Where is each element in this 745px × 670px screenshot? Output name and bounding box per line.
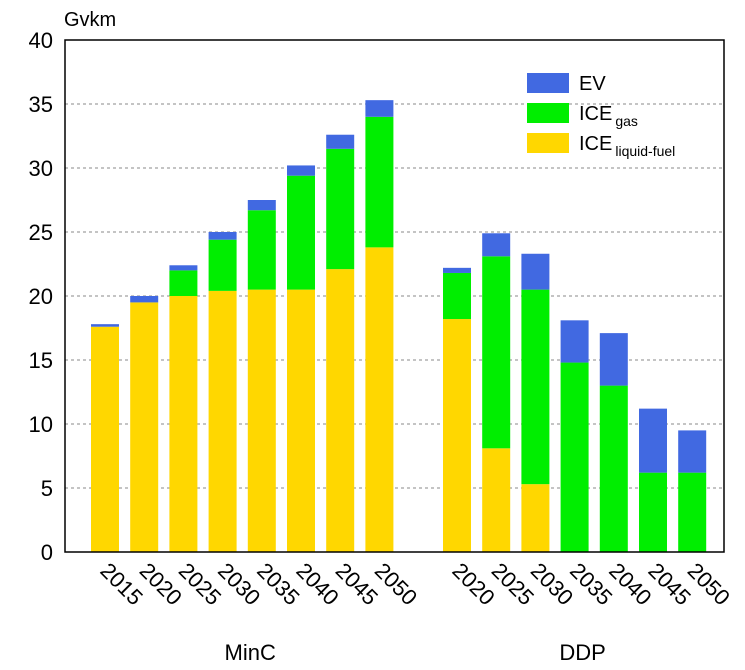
- x-tick-label: 2045: [331, 558, 383, 610]
- bar-minc-2020-ev: [130, 296, 159, 303]
- y-tick-label: 0: [41, 540, 53, 565]
- y-tick-label: 5: [41, 476, 53, 501]
- bar-ddp-2020-ice-gas: [443, 272, 471, 320]
- bar-minc-2040-ev: [287, 165, 315, 176]
- x-tick-label: 2035: [252, 558, 304, 610]
- bar-minc-2020-ice-liquid: [130, 302, 159, 552]
- y-tick-label: 15: [29, 348, 53, 373]
- plot-frame: [64, 39, 725, 553]
- bar-minc-2030-ev: [208, 232, 237, 240]
- bar-ddp-2025-ev: [482, 233, 511, 257]
- y-tick-label: 20: [29, 284, 53, 309]
- legend-swatch-ice-gas: [527, 103, 569, 123]
- x-tick-label: 2040: [604, 558, 656, 610]
- bar-ddp-2040-ev: [599, 333, 628, 386]
- bar-minc-2035-ice-liquid: [247, 289, 276, 552]
- bar-ddp-2030-ice-liquid: [521, 484, 550, 552]
- legend-label-main: ICE: [579, 133, 612, 155]
- bar-minc-2045-ev: [326, 134, 355, 149]
- x-tick-label: 2025: [174, 558, 226, 610]
- x-tick-label: 2025: [487, 558, 539, 610]
- x-tick-label: 2035: [565, 558, 617, 610]
- x-tick-label: 2045: [643, 558, 695, 610]
- x-tick-label: 2020: [447, 558, 499, 610]
- x-tick-label: 2030: [526, 558, 578, 610]
- bar-ddp-2025-ice-liquid: [482, 448, 511, 552]
- bar-minc-2050-ice-gas: [365, 116, 394, 248]
- y-tick-labels: 0 5 10 15 20 25 30 35 40: [29, 28, 53, 565]
- bar-ddp-2050-ev: [678, 430, 707, 473]
- legend-label-main: ICE: [579, 103, 612, 125]
- legend-swatch-ice-liquid: [527, 133, 569, 153]
- bar-minc-2050-ev: [365, 100, 394, 117]
- legend-label-main: EV: [579, 73, 606, 95]
- bar-minc-2015-ev: [91, 324, 119, 327]
- y-tick-label: 40: [29, 28, 53, 53]
- y-axis-unit-label: Gvkm: [64, 9, 116, 31]
- bar-ddp-2045-ice-gas: [639, 472, 667, 552]
- bar-minc-2025-ice-liquid: [169, 296, 198, 552]
- x-tick-label: 2050: [683, 558, 735, 610]
- bar-ddp-2030-ev: [521, 253, 550, 290]
- bar-minc-2025-ice-gas: [169, 270, 198, 296]
- group-labels: MinC DDP: [225, 640, 606, 665]
- y-tick-label: 35: [29, 92, 53, 117]
- legend-label: ICE liquid-fuel: [579, 133, 675, 159]
- bar-minc-2040-ice-gas: [287, 175, 315, 290]
- x-tick-label: 2030: [213, 558, 265, 610]
- bar-ddp-2020-ev: [443, 267, 471, 273]
- bar-minc-2030-ice-gas: [208, 239, 237, 291]
- bar-minc-2045-ice-liquid: [326, 269, 355, 552]
- bar-minc-2045-ice-gas: [326, 148, 355, 270]
- group-label-ddp: DDP: [559, 640, 605, 665]
- bar-minc-2030-ice-liquid: [208, 290, 237, 552]
- y-tick-label: 25: [29, 220, 53, 245]
- y-tick-label: 10: [29, 412, 53, 437]
- bar-ddp-2040-ice-gas: [599, 385, 628, 552]
- bar-minc-2050-ice-liquid: [365, 247, 394, 553]
- bar-minc-2025-ev: [169, 265, 198, 271]
- x-tick-label: 2040: [291, 558, 343, 610]
- legend-label-subscript: gas: [615, 113, 638, 129]
- bar-ddp-2050-ice-gas: [678, 472, 707, 552]
- bar-ddp-2025-ice-gas: [482, 256, 511, 449]
- bar-minc-2015-ice-liquid: [91, 326, 119, 552]
- group-label-minc: MinC: [225, 640, 276, 665]
- x-tick-label: 2050: [370, 558, 422, 610]
- bar-minc-2035-ev: [247, 200, 276, 211]
- bar-ddp-2045-ev: [639, 408, 667, 473]
- bar-minc-2035-ice-gas: [247, 210, 276, 290]
- legend-swatch-ev: [527, 73, 569, 93]
- legend-label: EV: [579, 73, 606, 95]
- bar-ddp-2035-ice-gas: [560, 362, 589, 552]
- bar-ddp-2020-ice-liquid: [443, 319, 471, 552]
- y-tick-label: 30: [29, 156, 53, 181]
- bar-ddp-2035-ev: [560, 320, 589, 363]
- x-tick-label: 2015: [95, 558, 147, 610]
- bar-minc-2040-ice-liquid: [287, 289, 315, 552]
- x-tick-label: 2020: [135, 558, 187, 610]
- bar-ddp-2030-ice-gas: [521, 289, 550, 485]
- legend-label: ICE gas: [579, 103, 638, 129]
- bars: [91, 100, 707, 553]
- legend-label-subscript: liquid-fuel: [615, 143, 675, 159]
